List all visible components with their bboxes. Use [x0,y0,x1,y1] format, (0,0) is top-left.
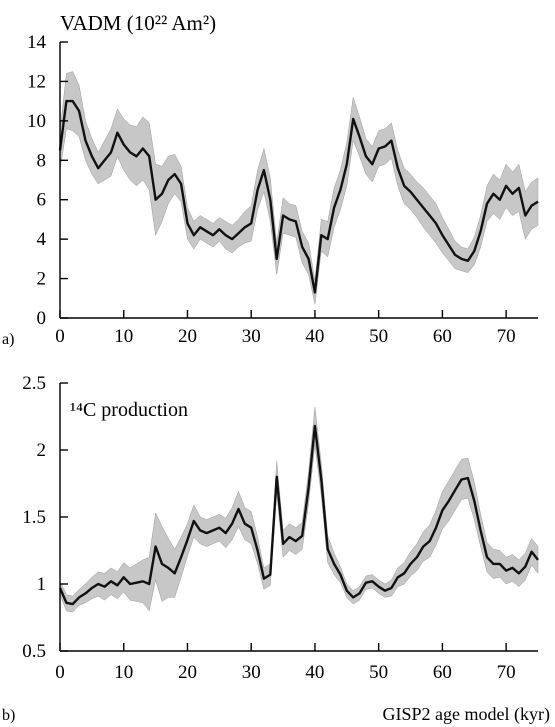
panel-b-series-line [58,424,539,606]
panel-b-x-axis-label: GISP2 age model (kyr) [383,704,550,725]
panel-b-x-tick-label: 40 [305,662,324,683]
panel-b-x-tick-label: 10 [114,662,133,683]
panel-a-x-tick-label: 50 [369,326,388,347]
panel-b-x-tick-label: 70 [497,662,516,683]
panel-a-x-tick-label: 40 [305,326,324,347]
panel-b-x-tick-label: 20 [178,662,197,683]
panel-a-y-tick-label: 4 [37,229,47,250]
panel-a-y-tick-label: 2 [37,269,47,290]
panel-b-title: ¹⁴C production [70,399,188,421]
panel-a-y-tick-label: 10 [27,111,46,132]
panel-a-series-line [58,99,539,294]
panel-a-title: VADM (10²² Am²) [60,11,216,35]
panel-b-y-tick-label: 1.5 [22,507,46,528]
panel-b-x-tick-label: 0 [55,662,65,683]
panel-b-uncertainty-band [59,407,539,613]
panel-a-x-tick-label: 60 [433,326,452,347]
panel-b-y-tick-label: 0.5 [22,641,46,662]
panel-a-y-tick-label: 6 [37,190,47,211]
panel-a-y-tick-label: 0 [37,308,47,329]
panel-b-x-tick-label: 30 [242,662,261,683]
panel-b-x-tick-label: 50 [369,662,388,683]
panel-a-y-tick-label: 8 [37,150,47,171]
panel-a-x-tick-label: 30 [242,326,261,347]
panel-a-x-tick-label: 10 [114,326,133,347]
panel-b-y-tick-label: 2 [37,440,47,461]
panel-a-label: a) [2,331,14,348]
panel-a-x-tick-label: 0 [55,326,65,347]
panel-b-label: b) [2,707,15,724]
panel-a-x-tick-label: 70 [497,326,516,347]
panel-b-y-tick-label: 2.5 [22,373,46,394]
panel-a-uncertainty-band [59,71,539,305]
panel-a-y-tick-label: 14 [27,32,47,53]
panel-a-y-tick-label: 12 [27,71,46,92]
panel-b-x-tick-label: 60 [433,662,452,683]
panel-a-x-tick-label: 20 [178,326,197,347]
panel-b-y-tick-label: 1 [37,574,47,595]
